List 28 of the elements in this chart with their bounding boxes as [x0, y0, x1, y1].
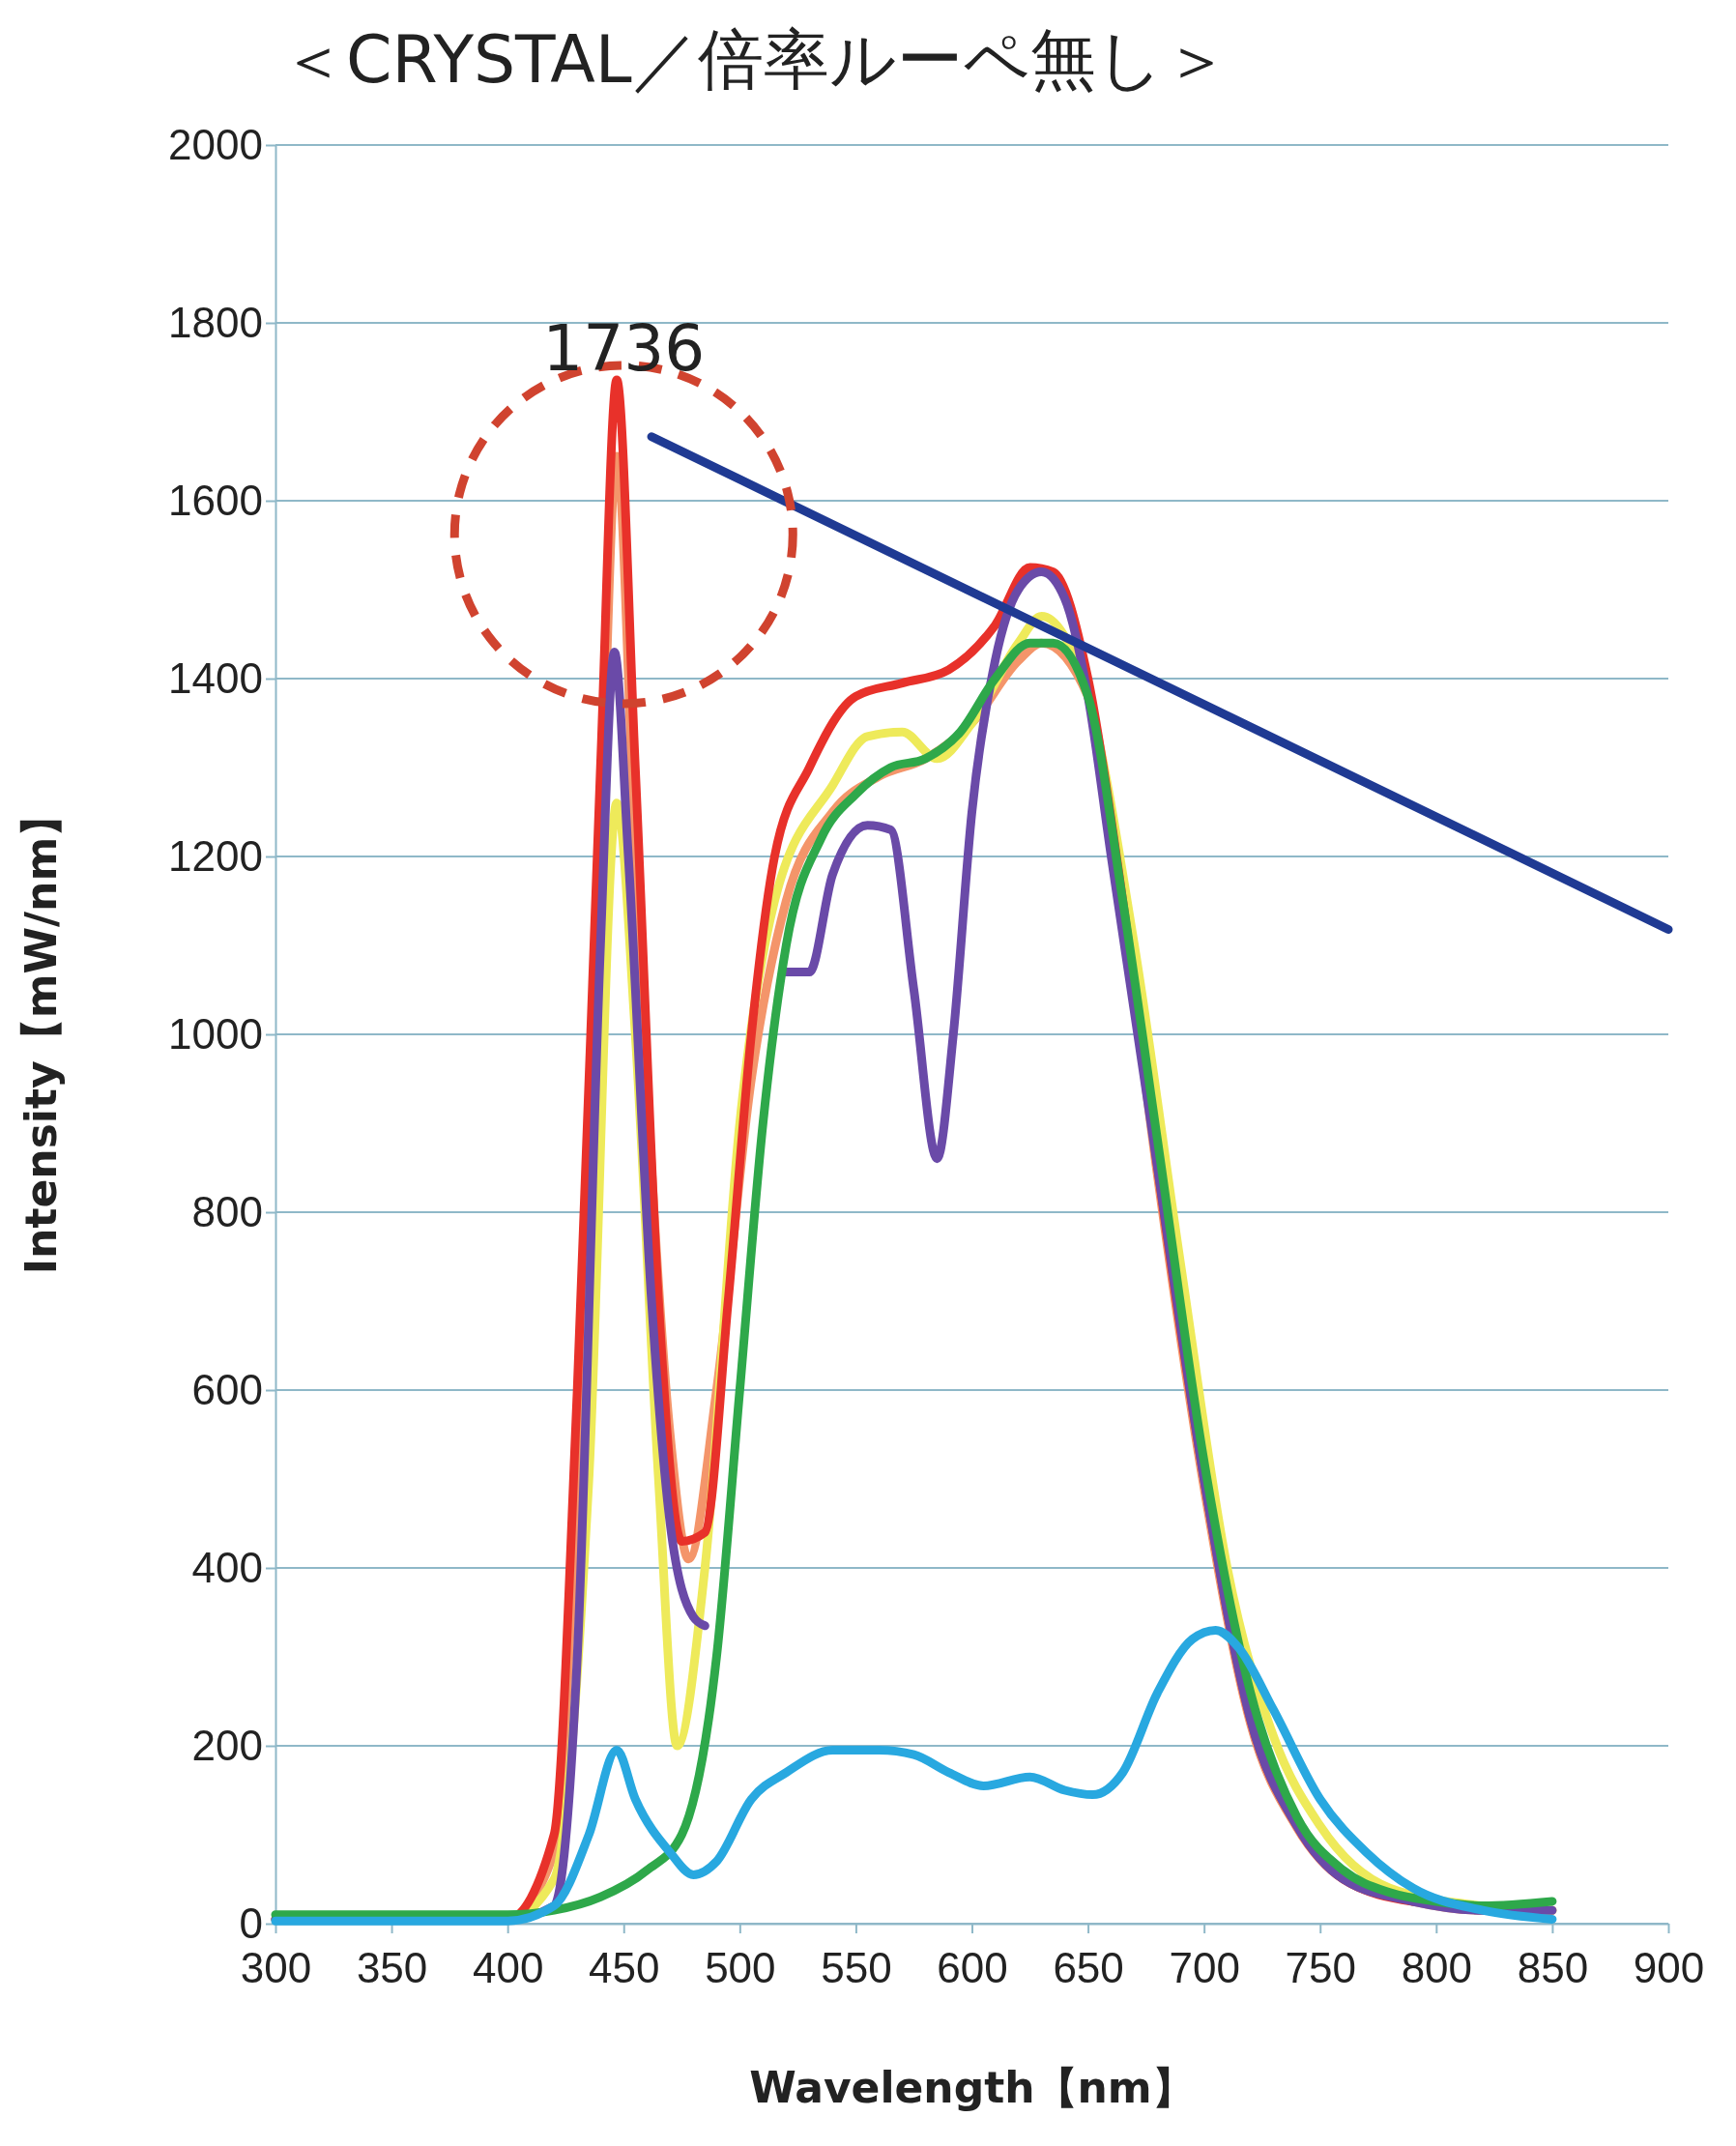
y-tick-label: 1000 [168, 1009, 263, 1058]
x-tick-label: 400 [472, 1944, 544, 1992]
y-tick-label: 400 [191, 1543, 263, 1591]
x-tick-label: 550 [821, 1944, 892, 1992]
y-tick-label: 1600 [168, 476, 263, 524]
x-tick-label: 850 [1517, 1944, 1589, 1992]
y-tick-label: 2000 [168, 120, 263, 168]
y-tick-label: 800 [191, 1187, 263, 1235]
chart-title: ＜CRYSTAL／倍率ルーペ無し＞ [280, 21, 1230, 98]
x-tick-label: 350 [356, 1944, 428, 1992]
y-tick-label: 1200 [168, 831, 263, 880]
x-tick-label: 500 [705, 1944, 776, 1992]
y-tick-label: 600 [191, 1365, 263, 1413]
x-tick-label: 800 [1401, 1944, 1473, 1992]
y-tick-label: 1800 [168, 298, 263, 346]
y-axis-title: Intensity【mW/nm】 [16, 794, 66, 1275]
y-tick-label: 0 [239, 1899, 263, 1947]
y-tick-label: 1400 [168, 653, 263, 702]
x-tick-label: 600 [937, 1944, 1008, 1992]
x-tick-label: 750 [1285, 1944, 1356, 1992]
x-axis-title: Wavelength【nm】 [749, 2063, 1195, 2112]
annotation: 1736 [542, 310, 706, 386]
x-tick-label: 650 [1053, 1944, 1124, 1992]
y-tick-label: 200 [191, 1721, 263, 1769]
x-tick-label: 900 [1633, 1944, 1705, 1992]
x-tick-label: 450 [589, 1944, 660, 1992]
x-tick-label: 300 [240, 1944, 312, 1992]
x-tick-label: 700 [1169, 1944, 1240, 1992]
